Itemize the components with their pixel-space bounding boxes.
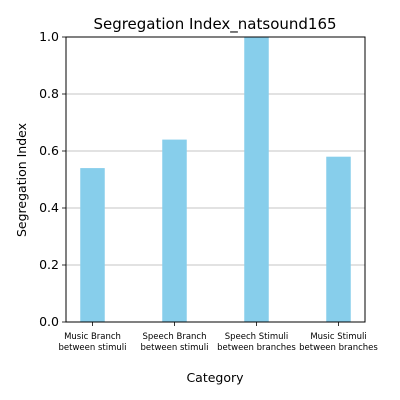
x-tick-label: between stimuli: [141, 343, 209, 353]
y-tick-label: 0.0: [39, 314, 59, 329]
bar: [80, 168, 105, 322]
x-tick-label: Music Branch: [64, 332, 121, 342]
gridlines: [66, 36, 365, 323]
bar: [326, 156, 351, 322]
x-tick-label: between branches: [217, 343, 296, 353]
bar: [162, 139, 187, 322]
x-tick-label: between branches: [299, 343, 378, 353]
y-tick-label: 0.4: [39, 200, 59, 215]
chart-title: Segregation Index_natsound165: [93, 15, 336, 34]
x-tick-label: Speech Stimuli: [225, 332, 289, 342]
x-axis-label: Category: [186, 370, 244, 385]
y-axis-label: Segregation Index: [14, 123, 29, 237]
bars: [80, 37, 351, 322]
y-tick-label: 1.0: [39, 29, 59, 44]
y-tick-label: 0.2: [39, 257, 59, 272]
y-tick-label: 0.6: [39, 143, 59, 158]
bar: [244, 37, 269, 322]
y-ticks: 0.0 0.2 0.4 0.6 0.8 1.0: [39, 29, 66, 329]
x-tick-label: Speech Branch: [143, 332, 207, 342]
axes-frame: [65, 36, 366, 323]
y-tick-label: 0.8: [39, 86, 59, 101]
x-tick-label: between stimuli: [59, 343, 127, 353]
x-tick-label: Music Stimuli: [310, 332, 366, 342]
